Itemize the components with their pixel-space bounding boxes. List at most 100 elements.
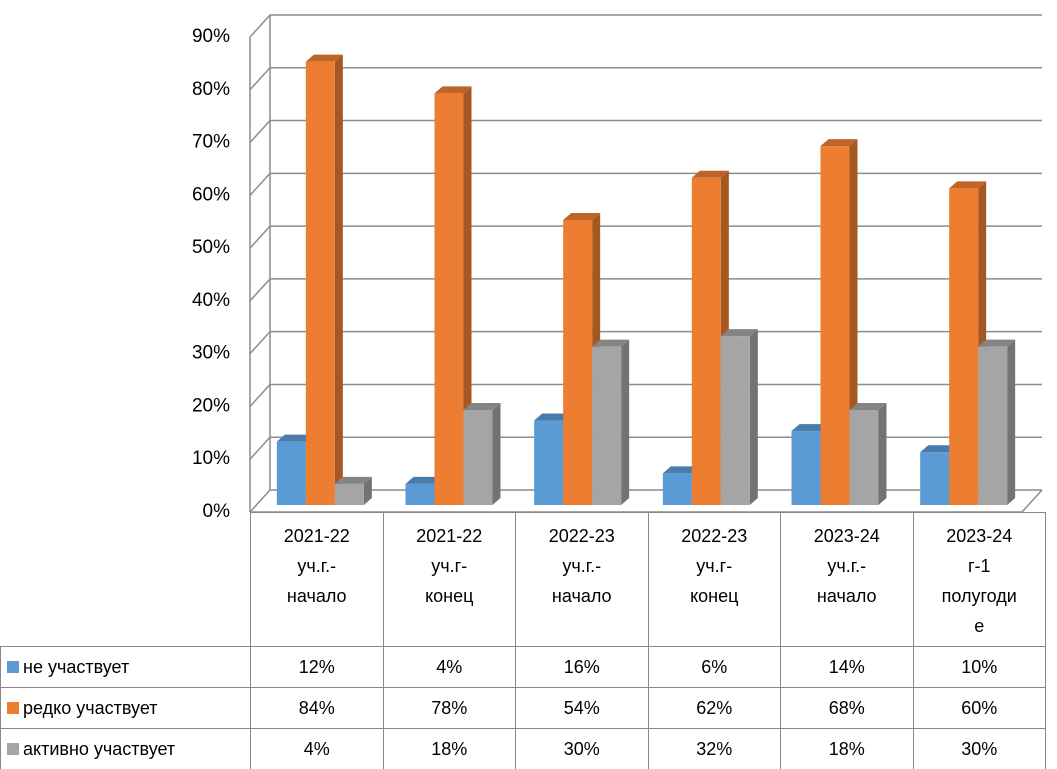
category-label: 2022-23 уч.г-конец — [647, 512, 781, 647]
bar — [463, 403, 501, 505]
legend-label: редко участвует — [23, 697, 158, 718]
grid-line — [249, 225, 1042, 249]
bar-face — [463, 403, 501, 410]
bar-face — [978, 346, 1008, 505]
category-label: 2023-24 г-1 полугодие — [912, 512, 1046, 647]
bar-face — [534, 413, 572, 421]
legend-swatch — [7, 743, 19, 755]
bar-face — [849, 403, 887, 410]
y-tick-label: 10% — [192, 448, 230, 469]
bar-face — [849, 410, 879, 505]
grid-line — [249, 119, 1042, 144]
table-value: 6% — [647, 646, 781, 688]
bar-face — [334, 483, 364, 505]
y-tick-label: 40% — [192, 290, 230, 311]
bar-face — [334, 476, 372, 484]
y-tick-label: 60% — [192, 184, 230, 205]
bar-face — [920, 452, 950, 505]
grid-line — [249, 436, 1042, 460]
bar-face — [534, 420, 564, 505]
legend-cell: не участвует — [0, 646, 251, 688]
table-value: 60% — [912, 687, 1046, 729]
table-value: 84% — [250, 687, 384, 729]
table-value: 4% — [382, 646, 516, 688]
y-tick-label: 70% — [192, 132, 230, 153]
bar-face — [1007, 339, 1016, 505]
bar-face — [276, 441, 306, 505]
bar-face — [592, 339, 630, 347]
bar-face — [563, 220, 593, 505]
bar-face — [305, 61, 335, 506]
legend-swatch — [7, 661, 19, 673]
bar-face — [305, 54, 343, 62]
bar-face — [820, 139, 858, 147]
legend-label: не участвует — [23, 656, 130, 677]
bar-face — [662, 466, 700, 474]
bar-face — [920, 445, 958, 453]
table-value: 14% — [780, 646, 914, 688]
bar-face — [621, 339, 630, 505]
grid-line — [249, 278, 1042, 302]
bar-face — [662, 473, 692, 505]
legend-cell: активно участвует — [0, 728, 251, 769]
category-label: 2023-24 уч.г.-начало — [780, 512, 914, 647]
bar-face — [791, 424, 829, 432]
table-value: 4% — [250, 728, 384, 769]
bar-face — [949, 188, 979, 506]
bar-face — [463, 410, 493, 505]
bar-face — [820, 146, 850, 505]
bar-face — [363, 476, 372, 505]
bar-face — [749, 329, 758, 505]
y-tick-label: 0% — [203, 501, 231, 522]
bar — [592, 339, 630, 505]
legend-label: активно участвует — [23, 738, 176, 759]
grid-line — [249, 172, 1042, 196]
bar — [334, 476, 372, 505]
wall-edge — [1021, 489, 1043, 513]
bar — [305, 54, 343, 506]
bar-face — [878, 403, 887, 505]
bar-face — [463, 86, 472, 505]
category-label: 2021-22 уч.г-конец — [382, 512, 516, 647]
y-tick-label: 30% — [192, 343, 230, 364]
table-value: 54% — [515, 687, 649, 729]
table-value: 30% — [912, 728, 1046, 769]
table-value: 62% — [647, 687, 781, 729]
table-value: 68% — [780, 687, 914, 729]
category-label: 2022-23 уч.г.-начало — [515, 512, 649, 647]
table-value: 16% — [515, 646, 649, 688]
bar — [434, 86, 472, 505]
legend-swatch — [7, 702, 19, 714]
bar-face — [691, 177, 721, 505]
grid-line — [249, 67, 1042, 91]
bar-face — [720, 336, 750, 505]
table-value: 30% — [515, 728, 649, 769]
table-value: 10% — [912, 646, 1046, 688]
bar-face — [405, 483, 435, 505]
bar — [720, 329, 758, 505]
bar-face — [563, 213, 601, 220]
bar-face — [434, 86, 472, 94]
bar-face — [978, 339, 1016, 347]
y-tick-label: 80% — [192, 79, 230, 100]
y-tick-label: 50% — [192, 237, 230, 258]
bar-face — [276, 434, 314, 442]
table-value: 32% — [647, 728, 781, 769]
table-value: 18% — [382, 728, 516, 769]
bar — [978, 339, 1016, 505]
bar-face — [434, 93, 464, 505]
bar-face — [405, 476, 443, 484]
bar-face — [691, 170, 729, 178]
category-label: 2021-22 уч.г.-начало — [250, 512, 384, 647]
y-tick-label: 90% — [192, 26, 230, 47]
bar-face — [720, 329, 758, 337]
table-value: 12% — [250, 646, 384, 688]
bar-face — [334, 54, 343, 506]
table-value: 18% — [780, 728, 914, 769]
bar-face — [791, 431, 821, 505]
bar — [849, 403, 887, 505]
y-tick-label: 20% — [192, 395, 230, 416]
table-value: 78% — [382, 687, 516, 729]
